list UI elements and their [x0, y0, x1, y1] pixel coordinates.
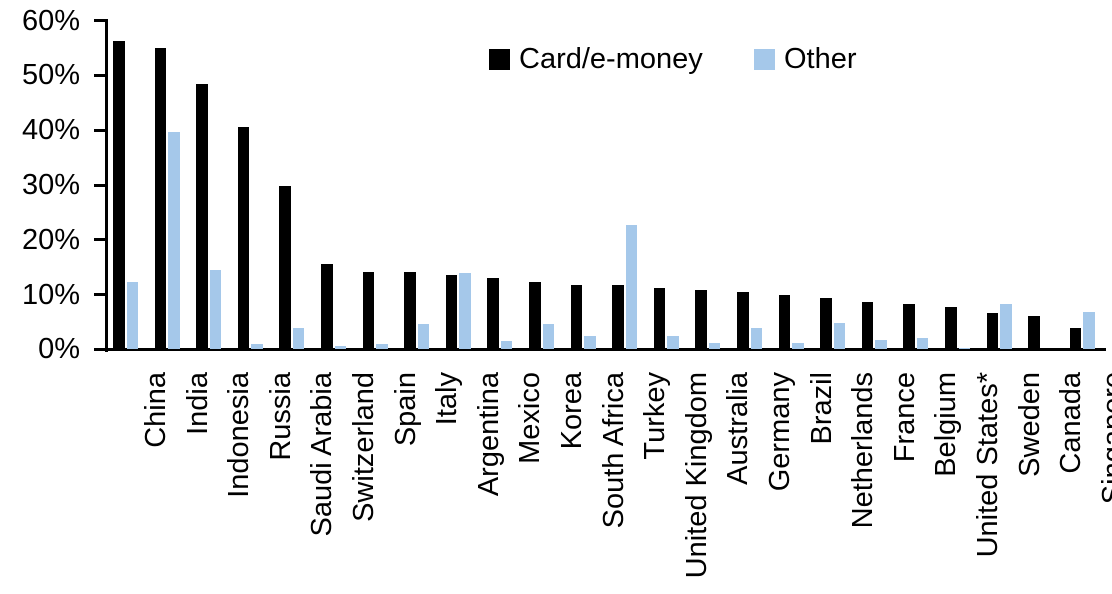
y-axis-tick-label: 30% — [21, 169, 80, 201]
bar-other — [625, 225, 638, 350]
bar-card-e-money — [487, 278, 499, 350]
y-axis-tick — [94, 73, 106, 77]
legend-label-card-e-money: Card/e-money — [519, 43, 703, 75]
bar-other — [292, 327, 305, 350]
legend-item-other: Other — [754, 42, 857, 76]
bar-card-e-money — [986, 313, 999, 350]
bar-card-e-money — [362, 271, 375, 350]
x-axis-line — [94, 348, 1106, 351]
bar-card-e-money — [529, 281, 541, 350]
bar-card-e-money — [1028, 315, 1040, 350]
y-axis-tick-label: 40% — [21, 114, 80, 147]
bar-other — [542, 323, 554, 350]
bar-other — [251, 343, 263, 350]
bar-card-e-money — [612, 285, 624, 350]
y-axis-tick-label: 50% — [21, 59, 80, 92]
bar-card-e-money — [737, 291, 749, 350]
y-axis-tick-label: 20% — [21, 223, 80, 256]
legend-item-card-e-money: Card/e-money — [489, 42, 703, 76]
x-axis-label: Turkey — [639, 372, 672, 460]
legend-swatch-other-icon — [754, 48, 775, 70]
x-axis-label: India — [181, 372, 214, 435]
bar-card-e-money — [778, 294, 791, 350]
bar-card-e-money — [653, 288, 666, 350]
bar-other — [875, 340, 887, 350]
x-axis-label: Belgium — [930, 372, 963, 477]
x-axis-label: Spain — [389, 372, 422, 447]
chart-legend: Card/e-money Other — [0, 42, 1112, 78]
bar-other — [792, 343, 804, 350]
x-axis-label: South Africa — [597, 372, 630, 529]
bar-card-e-money — [695, 289, 707, 350]
bar-card-e-money — [196, 84, 208, 350]
x-axis-label: Russia — [264, 372, 297, 461]
bar-card-e-money — [570, 284, 583, 350]
x-axis-label: Argentina — [472, 372, 505, 497]
x-axis-label: Indonesia — [223, 372, 256, 498]
bar-other — [1083, 311, 1095, 350]
bar-card-e-money — [237, 126, 250, 350]
bar-other — [500, 341, 513, 350]
y-axis-tick-label: 10% — [21, 278, 80, 311]
x-axis-label: Brazil — [805, 372, 838, 445]
x-axis-label: Australia — [722, 372, 755, 485]
bar-other — [334, 345, 346, 350]
x-axis-label: Mexico — [514, 372, 547, 464]
x-axis-label: Netherlands — [847, 372, 880, 529]
bar-card-e-money — [279, 186, 291, 350]
bar-other — [833, 322, 846, 350]
bar-other — [1000, 304, 1012, 350]
bar-other — [209, 269, 222, 350]
x-axis-label: United Kingdom — [680, 372, 713, 579]
bar-card-e-money — [820, 298, 832, 350]
x-axis-label: Canada — [1055, 372, 1088, 474]
y-axis-tick — [94, 128, 106, 132]
bar-other — [750, 327, 762, 350]
x-axis-label: China — [140, 372, 172, 448]
bar-card-e-money — [404, 272, 416, 350]
bar-card-e-money — [445, 275, 458, 350]
bar-other — [459, 272, 471, 350]
y-axis-line — [104, 19, 108, 352]
y-axis-tick-label: 0% — [38, 333, 80, 366]
bar-card-e-money — [113, 40, 125, 350]
bar-other — [126, 281, 138, 350]
bar-other — [584, 336, 596, 350]
x-axis-label: Switzerland — [348, 372, 380, 522]
x-axis-label: Italy — [431, 372, 464, 426]
bar-other — [376, 343, 388, 350]
x-axis-label: Saudi Arabia — [306, 372, 339, 537]
x-axis-label: Korea — [556, 372, 588, 450]
bar-card-e-money — [903, 304, 915, 350]
x-axis-label: France — [888, 372, 921, 463]
bar-card-e-money — [321, 264, 333, 350]
bar-other — [916, 337, 929, 350]
bar-card-e-money — [154, 48, 167, 350]
bar-card-e-money — [861, 302, 874, 350]
x-axis-label: Singapore — [1096, 372, 1112, 505]
bar-other — [667, 335, 679, 350]
x-axis-label: Germany — [764, 372, 796, 492]
y-axis-tick — [94, 293, 106, 296]
x-axis-label: United States* — [972, 372, 1004, 558]
bar-other — [958, 347, 970, 350]
y-axis-tick-label: 60% — [21, 4, 80, 37]
y-axis-tick — [94, 238, 106, 242]
bar-other — [168, 131, 180, 350]
y-axis-tick — [94, 19, 106, 23]
bar-other — [417, 324, 430, 350]
bar-card-e-money — [1069, 327, 1082, 350]
legend-label-other: Other — [784, 43, 857, 75]
bar-card-e-money — [945, 306, 957, 350]
x-axis-label: Sweden — [1013, 372, 1046, 477]
y-axis-tick — [94, 183, 106, 187]
legend-swatch-card-e-money-icon — [489, 48, 510, 70]
bar-other — [708, 343, 721, 350]
